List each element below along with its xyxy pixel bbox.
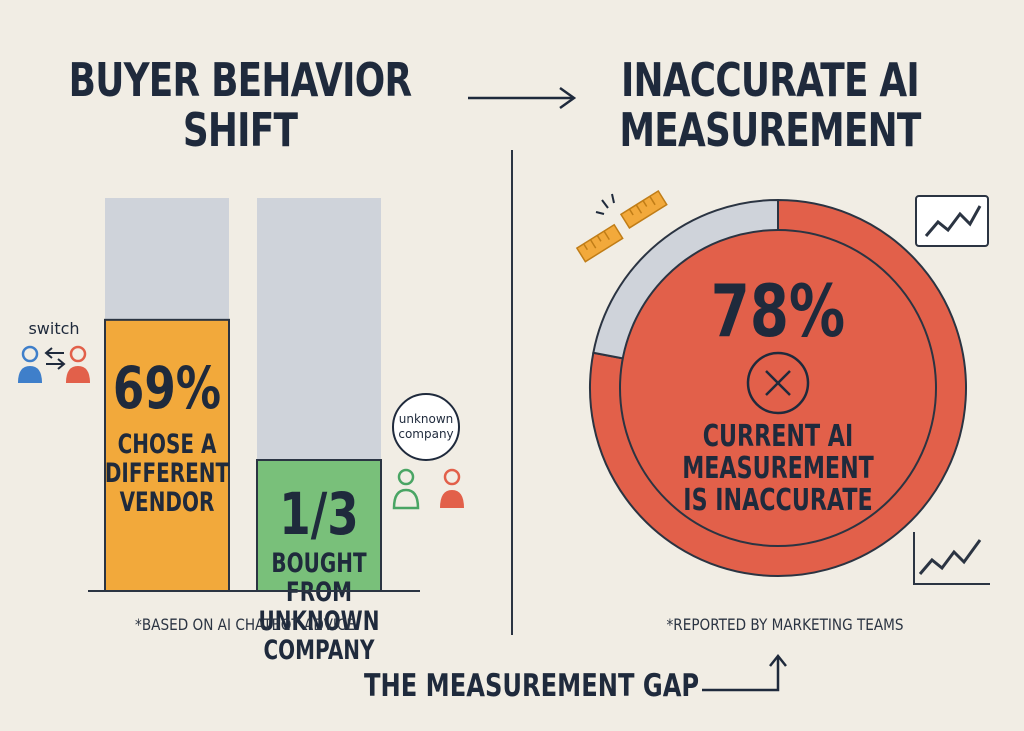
switch-group: switch bbox=[18, 319, 90, 383]
right-footnote: *REPORTED BY MARKETING TEAMS bbox=[666, 615, 904, 634]
bar-category-label: VENDOR bbox=[120, 486, 215, 518]
right-title-line2: MEASUREMENT bbox=[619, 103, 921, 157]
pie-value-label: 78% bbox=[711, 270, 845, 354]
bar-category-label: DIFFERENT bbox=[105, 457, 230, 489]
bar bbox=[256, 459, 382, 592]
person-icon bbox=[440, 468, 464, 508]
unknown-company-badge bbox=[392, 393, 460, 461]
right-title: INACCURATE AI MEASUREMENT bbox=[606, 55, 934, 155]
unknown-badge-line1: unknown bbox=[399, 412, 454, 426]
bar-category-label: COMPANY bbox=[264, 634, 376, 666]
swap-arrows-icon bbox=[44, 347, 66, 370]
pie-caption-line: IS INACCURATE bbox=[683, 484, 872, 518]
bar-category-label: BOUGHT bbox=[271, 547, 367, 579]
pie-caption-line: MEASUREMENT bbox=[682, 452, 874, 486]
broken-ruler-icon bbox=[575, 189, 668, 263]
person-icon bbox=[18, 345, 42, 383]
trend-chart-icon bbox=[915, 195, 989, 247]
bar bbox=[104, 318, 230, 592]
bar-remainder bbox=[257, 198, 381, 461]
left-footnote: *BASED ON AI CHATBOT ADVICE bbox=[135, 615, 355, 634]
bar-category-label: UNKNOWN bbox=[259, 605, 380, 637]
left-title-line1: BUYER BEHAVIOR bbox=[68, 53, 412, 107]
bar-value-label: 1/3 bbox=[279, 482, 358, 549]
unknown-badge-line2: company bbox=[398, 427, 453, 441]
switch-label: switch bbox=[28, 319, 79, 338]
arrow-up-icon bbox=[702, 653, 787, 692]
footer-title: THE MEASUREMENT GAP bbox=[364, 668, 700, 704]
person-icon bbox=[66, 345, 90, 383]
right-title-line1: INACCURATE AI bbox=[620, 53, 920, 107]
person-icon bbox=[392, 468, 420, 510]
pie-inner-disc bbox=[619, 229, 937, 547]
arrow-right-icon bbox=[468, 86, 577, 110]
left-title: BUYER BEHAVIOR SHIFT bbox=[68, 53, 412, 157]
trend-chart-icon bbox=[913, 532, 990, 585]
close-circle-icon bbox=[746, 351, 810, 415]
pie-caption-line: CURRENT AI bbox=[703, 420, 853, 454]
bar-value-label: 69% bbox=[113, 355, 221, 422]
unknown-company-group: unknown company bbox=[392, 393, 464, 510]
bar-remainder bbox=[105, 198, 229, 320]
left-title-line2: SHIFT bbox=[182, 103, 298, 157]
bar-category-label: CHOSE A bbox=[118, 428, 217, 460]
